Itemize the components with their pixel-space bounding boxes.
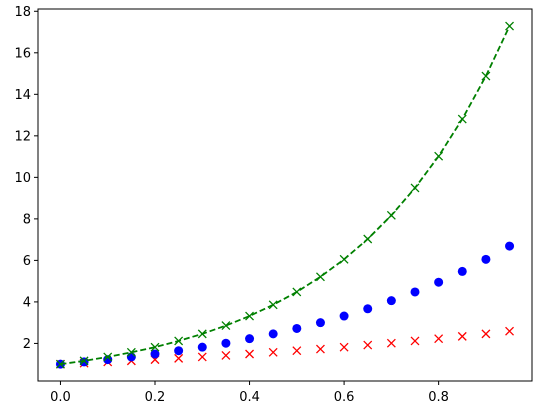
series-1-point-19: [505, 326, 515, 336]
x-tick-label: 0.4: [239, 390, 260, 405]
series-2-point-13: [363, 304, 373, 314]
series-2-point-15: [410, 287, 420, 297]
series-1-point-5: [174, 353, 184, 363]
series-3-point-8: [245, 311, 255, 321]
x-tick-label: 0.8: [428, 390, 449, 405]
series-3-point-17: [457, 114, 467, 124]
plot-area: [55, 21, 515, 369]
series-3-point-19: [505, 21, 515, 31]
series-3-point-1: [79, 356, 89, 366]
y-tick-label: 14: [14, 88, 31, 103]
series-2: [55, 241, 515, 369]
series-1-point-11: [315, 344, 325, 354]
axes: 0.0 0.2 0.4 0.6 0.8 2 4 6 8 10 12 14 16 18: [14, 5, 533, 405]
series-2-point-11: [315, 318, 325, 328]
y-tick-label: 4: [23, 295, 31, 310]
x-tick-label: 0.2: [145, 390, 166, 405]
series-3-point-15: [410, 183, 420, 193]
series-2-point-7: [221, 338, 231, 348]
series-1-point-13: [363, 340, 373, 350]
series-2-point-1: [79, 357, 89, 367]
y-tick-label: 2: [23, 337, 31, 352]
series-2-point-9: [268, 329, 278, 339]
series-2-point-14: [386, 296, 396, 306]
series-2-point-6: [197, 342, 207, 352]
y-tick-label: 6: [23, 254, 31, 269]
series-1-point-16: [434, 334, 444, 344]
series-2-point-19: [505, 241, 515, 251]
series-3-point-3: [126, 347, 136, 357]
y-tick-label: 16: [14, 46, 31, 61]
series-1-point-10: [292, 346, 302, 356]
series-1-point-15: [410, 336, 420, 346]
series-2-point-4: [150, 349, 160, 359]
series-1: [55, 326, 515, 369]
series-3-point-2: [103, 352, 113, 362]
series-3-point-6: [197, 329, 207, 339]
y-tick-label: 12: [14, 129, 31, 144]
series-3-point-16: [434, 151, 444, 161]
series-1-point-14: [386, 338, 396, 348]
axes-frame: [37, 8, 533, 382]
x-tick-label: 0.0: [50, 390, 71, 405]
y-tick-label: 10: [14, 171, 31, 186]
series-2-point-8: [245, 334, 255, 344]
series-3-point-9: [268, 300, 278, 310]
series-1-point-9: [268, 347, 278, 357]
series-2-point-5: [174, 346, 184, 356]
series-3-line: [60, 25, 511, 366]
series-1-point-18: [481, 329, 491, 339]
series-2-point-12: [339, 311, 349, 321]
x-tick-label: 0.6: [334, 390, 355, 405]
series-1-point-8: [245, 349, 255, 359]
series-3-point-13: [363, 234, 373, 244]
series-1-point-12: [339, 342, 349, 352]
series-1-point-17: [457, 331, 467, 341]
series-1-point-7: [221, 351, 231, 360]
series-3-point-5: [174, 336, 184, 346]
series-2-point-10: [292, 323, 302, 333]
series-3-point-0: [55, 359, 65, 369]
series-2-point-18: [481, 254, 491, 264]
series-3-point-12: [339, 254, 349, 264]
y-tick-label: 8: [23, 212, 31, 227]
series-3-point-14: [386, 210, 396, 220]
series-2-point-16: [434, 277, 444, 287]
series-3-point-4: [150, 342, 160, 352]
y-tick-label: 18: [14, 5, 31, 20]
series-3: [55, 21, 515, 369]
series-2-point-17: [457, 266, 467, 276]
series-3-point-18: [481, 71, 491, 81]
series-3-point-7: [221, 321, 231, 331]
series-3-point-10: [292, 287, 302, 297]
series-1-point-6: [197, 352, 207, 362]
series-3-point-11: [315, 272, 325, 282]
